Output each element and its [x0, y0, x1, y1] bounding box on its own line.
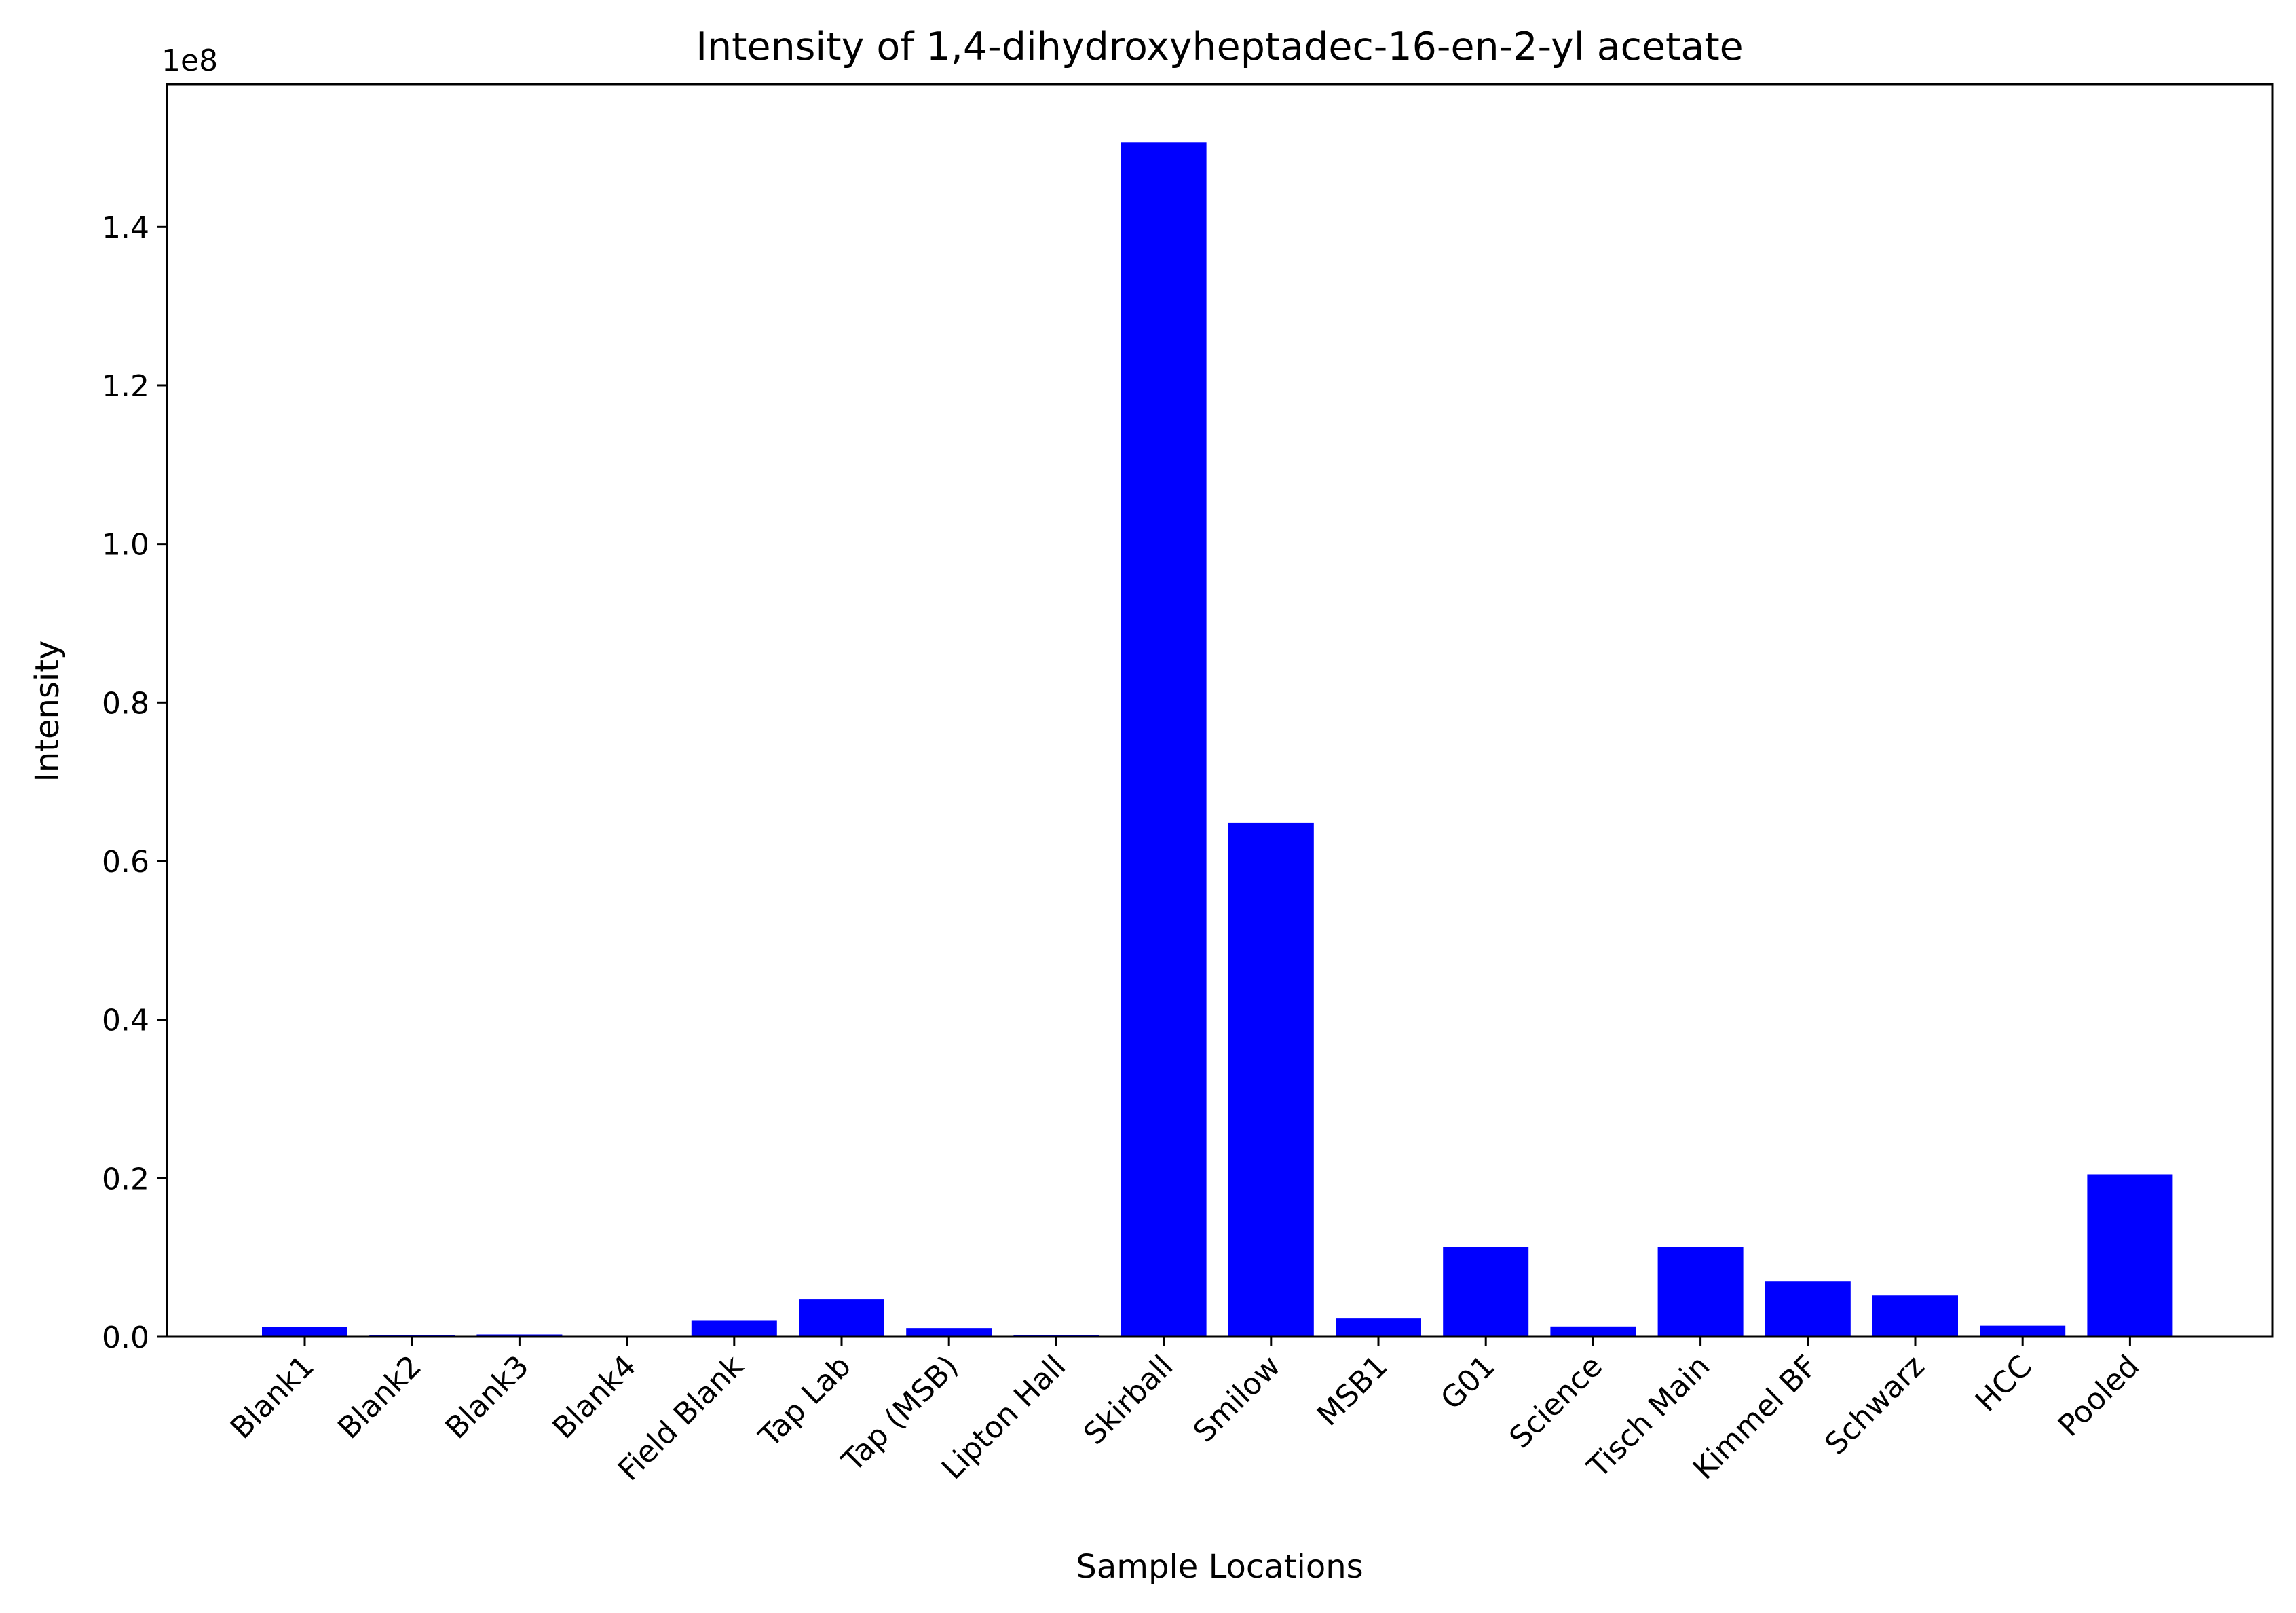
bar-smilow [1228, 822, 1314, 1337]
bars-layer [262, 142, 2173, 1337]
plot-frame [166, 83, 2274, 1338]
y-axis-offset-label: 1e8 [162, 43, 218, 78]
y-tick-label: 0.2 [102, 1162, 149, 1196]
y-tick-label: 0.4 [102, 1004, 149, 1038]
bar-g01 [1443, 1247, 1529, 1337]
bar-schwarz [1872, 1295, 1958, 1337]
bar-tap-msb [906, 1328, 992, 1337]
bar-hcc [1980, 1325, 2066, 1337]
bar-tisch-main [1657, 1247, 1744, 1337]
bar-kimmel-bf [1765, 1281, 1851, 1337]
bar-msb1 [1336, 1318, 1421, 1337]
bar-tap-lab [799, 1299, 884, 1337]
bar-pooled [2087, 1174, 2173, 1337]
bar-field-blank [691, 1320, 777, 1337]
bar-science [1550, 1326, 1636, 1337]
y-axis-label: Intensity [29, 641, 67, 782]
y-axis: 0.0 0.2 0.4 0.6 0.8 1.0 1.2 1.4 [102, 210, 167, 1355]
y-tick-label: 1.2 [102, 369, 149, 404]
y-tick-label: 1.0 [102, 528, 149, 563]
bar-blank1 [262, 1327, 347, 1337]
y-tick-label: 0.6 [102, 845, 149, 879]
bar-skirball [1121, 142, 1207, 1337]
bar-blank3 [476, 1334, 563, 1337]
y-tick-label: 1.4 [102, 210, 149, 245]
y-tick-label: 0.0 [102, 1321, 149, 1355]
x-axis-label: Sample Locations [1076, 1548, 1363, 1586]
chart-title: Intensity of 1,4-dihydroxyheptadec-16-en… [696, 24, 1744, 69]
y-tick-label: 0.8 [102, 686, 149, 721]
